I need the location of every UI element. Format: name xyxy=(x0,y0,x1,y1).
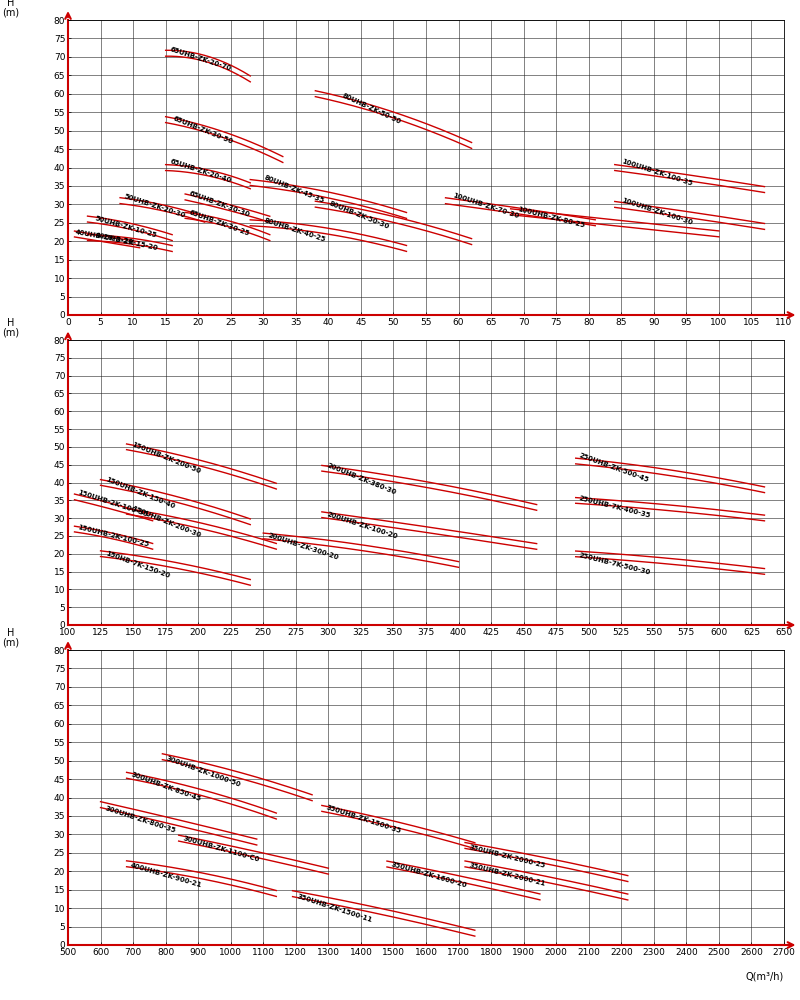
Text: 150UHB-ZK-150-40: 150UHB-ZK-150-40 xyxy=(105,477,175,510)
Text: 350UHB-ZK-1500-11: 350UHB-ZK-1500-11 xyxy=(296,893,373,923)
Text: 50UHB-ZK-20-30: 50UHB-ZK-20-30 xyxy=(123,193,186,219)
Text: 250UHB-ZK-500-45: 250UHB-ZK-500-45 xyxy=(578,453,650,484)
Text: H
(m): H (m) xyxy=(2,0,19,17)
Text: Q(m³/h): Q(m³/h) xyxy=(746,651,784,661)
Text: 300UHB-ZK-1100-C0: 300UHB-ZK-1100-C0 xyxy=(182,835,260,863)
Text: 65UHB-ZK-20-40: 65UHB-ZK-20-40 xyxy=(169,158,232,184)
Text: 100UHB-ZK-100-35: 100UHB-ZK-100-35 xyxy=(622,159,694,187)
Text: 150UHB-ZK-200-50: 150UHB-ZK-200-50 xyxy=(130,441,202,474)
Text: 65UHB-ZK-30-30: 65UHB-ZK-30-30 xyxy=(189,191,251,218)
Text: 350UHB-ZK-1500-35: 350UHB-ZK-1500-35 xyxy=(325,805,402,835)
Text: 100UHB-ZK-100-30: 100UHB-ZK-100-30 xyxy=(622,197,694,226)
Text: 400UHB-ZK-900-21: 400UHB-ZK-900-21 xyxy=(130,862,203,888)
Text: 350UHB-ZK-2000-21: 350UHB-ZK-2000-21 xyxy=(468,863,546,887)
Text: 200UHB-ZK-100-20: 200UHB-ZK-100-20 xyxy=(326,511,398,540)
Text: 350UHB-ZK-1600-20: 350UHB-ZK-1600-20 xyxy=(390,861,467,889)
Text: 250UHB-7K-400-35: 250UHB-7K-400-35 xyxy=(578,496,651,519)
Text: 200UHB-ZK-300-20: 200UHB-ZK-300-20 xyxy=(267,532,339,561)
Text: 80UHB-ZK-45-35: 80UHB-ZK-45-35 xyxy=(263,175,326,204)
Text: 40UHB-ZK-5-20: 40UHB-ZK-5-20 xyxy=(74,229,134,246)
Text: 300UHB-ZK-1000-50: 300UHB-ZK-1000-50 xyxy=(166,755,242,788)
Text: 80UHB-ZK-50-30: 80UHB-ZK-50-30 xyxy=(328,201,390,230)
Text: 65UHB-ZK-30-50: 65UHB-ZK-30-50 xyxy=(172,116,234,145)
Text: 100UHB-ZK-80-25: 100UHB-ZK-80-25 xyxy=(517,206,586,229)
Text: H
(m): H (m) xyxy=(2,318,19,337)
Text: 150UHB-ZK-200-30: 150UHB-ZK-200-30 xyxy=(130,505,202,538)
Text: 50UHB-ZK-10-25: 50UHB-ZK-10-25 xyxy=(94,215,158,238)
Text: 65UHB-ZK-30-25: 65UHB-ZK-30-25 xyxy=(189,209,250,237)
Text: Q(m³/h): Q(m³/h) xyxy=(746,342,784,352)
Text: 200UHB-ZK-380-30: 200UHB-ZK-380-30 xyxy=(326,462,397,496)
Text: 65UHB-ZK-20-70: 65UHB-ZK-20-70 xyxy=(169,46,232,71)
Text: 150UHB-2K-100-35: 150UHB-2K-100-35 xyxy=(77,490,149,518)
Text: H
(m): H (m) xyxy=(2,628,19,647)
Text: 300UHB-ZK-850-45: 300UHB-ZK-850-45 xyxy=(130,771,202,802)
Text: 150HB-7K-150-20: 150HB-7K-150-20 xyxy=(105,550,170,579)
Text: 300UHB-ZK-800-35: 300UHB-ZK-800-35 xyxy=(104,805,176,834)
Text: 100UHB-ZK-70-30: 100UHB-ZK-70-30 xyxy=(452,193,520,220)
Text: 40UHB-ZK-15-20: 40UHB-ZK-15-20 xyxy=(94,232,158,251)
Text: 350UHB-ZK-2000-25: 350UHB-ZK-2000-25 xyxy=(468,844,546,869)
Text: 150UHB-2K-100-25: 150UHB-2K-100-25 xyxy=(77,524,150,548)
Text: Q(m³/h): Q(m³/h) xyxy=(746,972,784,982)
Text: 250UHB-7K-500-30: 250UHB-7K-500-30 xyxy=(578,553,651,576)
Text: 80UHB-ZK-40-25: 80UHB-ZK-40-25 xyxy=(263,217,326,243)
Text: 80UHB-ZK-50-50: 80UHB-ZK-50-50 xyxy=(342,92,402,125)
